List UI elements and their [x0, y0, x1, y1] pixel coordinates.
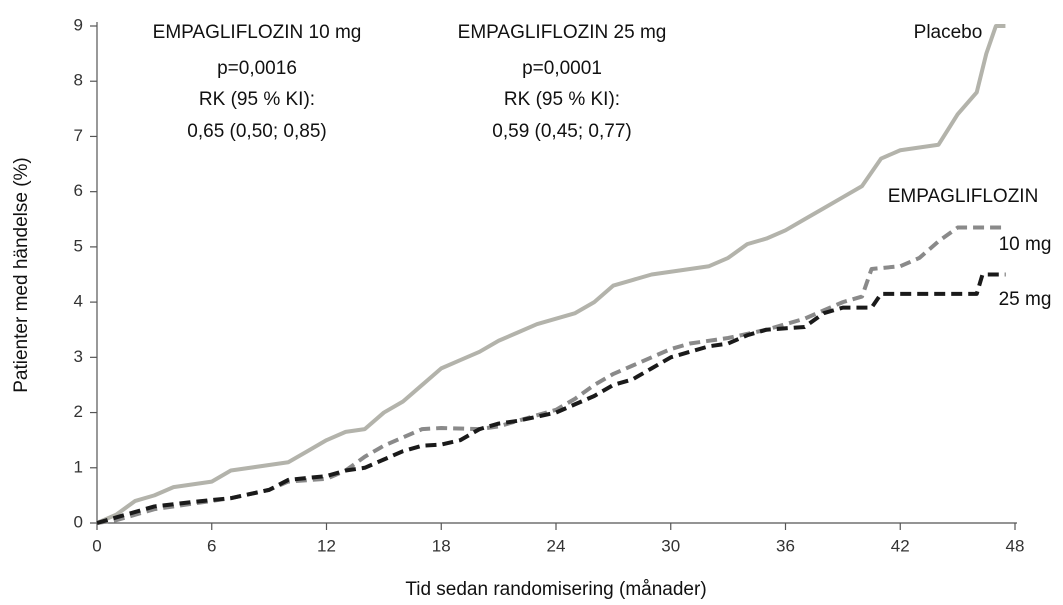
series-line: [96, 225, 1006, 525]
annotation: EMPAGLIFLOZIN: [888, 186, 1039, 207]
annotation: EMPAGLIFLOZIN 10 mg: [153, 22, 362, 43]
x-axis-title: Tid sedan randomisering (månader): [405, 579, 706, 600]
y-tick-label: 1: [74, 457, 83, 476]
y-tick-label: 7: [74, 126, 83, 145]
annotation: EMPAGLIFLOZIN 25 mg: [458, 22, 667, 43]
x-tick-label: 6: [207, 536, 216, 555]
annotation: 0,59 (0,45; 0,77): [492, 121, 631, 142]
x-tick-label: 18: [432, 536, 451, 555]
x-tick-label: 30: [661, 536, 680, 555]
y-axis-title: Patienter med händelse (%): [11, 157, 32, 393]
y-tick-label: 3: [74, 347, 83, 366]
y-tick-label: 4: [74, 292, 83, 311]
y-tick-label: 8: [74, 71, 83, 90]
x-tick-label: 48: [1006, 536, 1025, 555]
x-tick-label: 12: [317, 536, 336, 555]
x-tick-label: 42: [891, 536, 910, 555]
annotation: p=0,0016: [217, 58, 297, 79]
series-line: [96, 24, 1006, 525]
series-label: Placebo: [914, 22, 983, 43]
y-tick-label: 9: [74, 15, 83, 34]
y-tick-label: 0: [74, 512, 83, 531]
y-tick-label: 2: [74, 402, 83, 421]
series-line: [96, 272, 1006, 525]
annotation: 0,65 (0,50; 0,85): [187, 121, 326, 142]
series-label: 10 mg: [999, 234, 1052, 255]
x-tick-label: 24: [547, 536, 566, 555]
y-tick-label: 5: [74, 236, 83, 255]
annotation: RK (95 % KI):: [504, 89, 620, 110]
x-tick-label: 0: [92, 536, 101, 555]
y-tick-label: 6: [74, 181, 83, 200]
annotation: RK (95 % KI):: [199, 89, 315, 110]
annotation: p=0,0001: [522, 58, 602, 79]
series-label: 25 mg: [999, 289, 1052, 310]
x-tick-label: 36: [776, 536, 795, 555]
